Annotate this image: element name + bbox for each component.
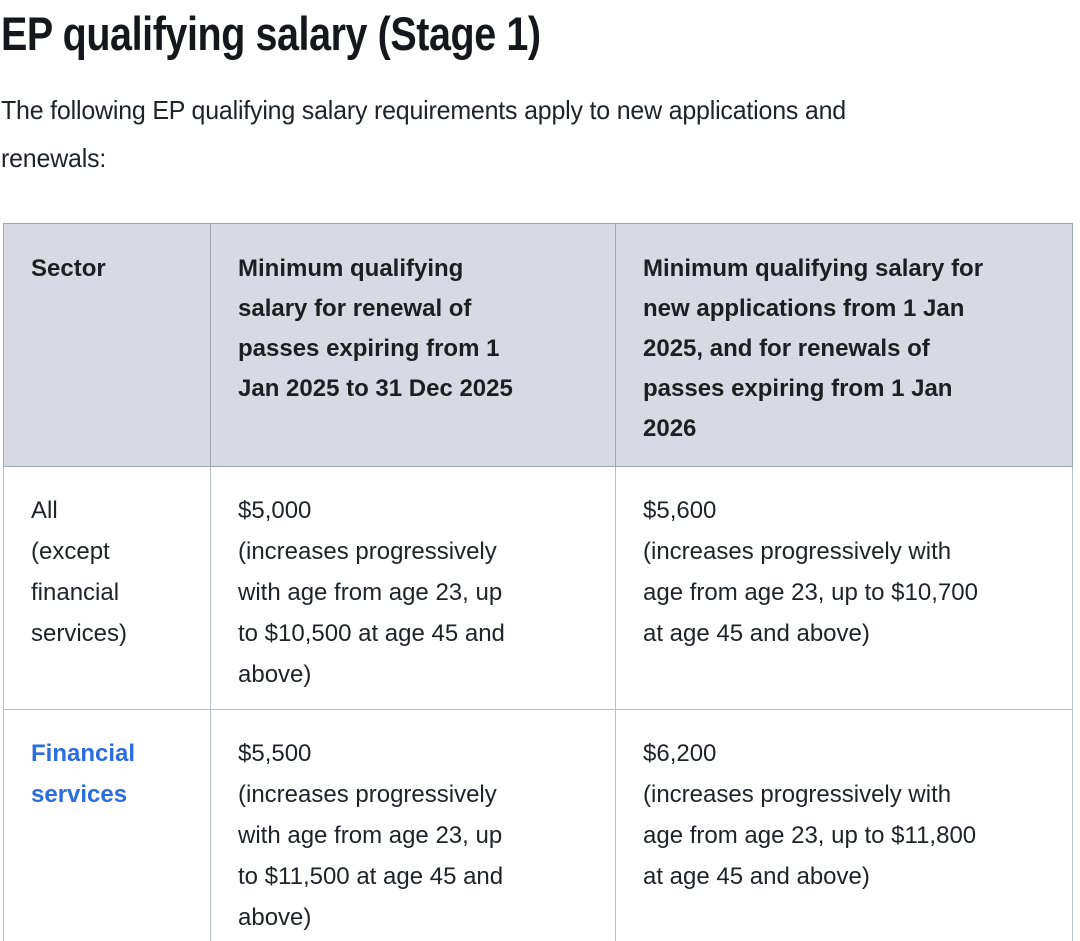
intro-text: The following EP qualifying salary requi… bbox=[1, 95, 846, 173]
col-header-renewal-2025: Minimum qualifying salary for renewal of… bbox=[210, 223, 616, 467]
cell-financial-renewal-salary: $5,500 (increases progressively with age… bbox=[210, 709, 616, 941]
table-row-all-sectors: All (except financial services) $5,000 (… bbox=[3, 466, 1073, 710]
table-row-financial-services: Financial services $5,500 (increases pro… bbox=[3, 709, 1073, 941]
financial-services-link[interactable]: Financial services bbox=[31, 740, 136, 808]
ep-qualifying-salary-table: Sector Minimum qualifying salary for ren… bbox=[3, 223, 1073, 941]
cell-all-renewal-salary: $5,000 (increases progressively with age… bbox=[210, 466, 616, 710]
page-title: EP qualifying salary (Stage 1) bbox=[1, 6, 1080, 62]
cell-financial-new-salary: $6,200 (increases progressively with age… bbox=[615, 709, 1073, 941]
cell-all-new-salary: $5,600 (increases progressively with age… bbox=[615, 466, 1073, 710]
cell-sector-financial-services: Financial services bbox=[3, 709, 211, 941]
page-title-text: EP qualifying salary (Stage 1) bbox=[1, 7, 541, 60]
col-header-sector: Sector bbox=[3, 223, 211, 467]
cell-sector-all: All (except financial services) bbox=[3, 466, 211, 710]
table-header-row: Sector Minimum qualifying salary for ren… bbox=[3, 223, 1073, 467]
intro-paragraph: The following EP qualifying salary requi… bbox=[1, 86, 1080, 182]
col-header-new-applications-2025: Minimum qualifying salary for new applic… bbox=[615, 223, 1073, 467]
